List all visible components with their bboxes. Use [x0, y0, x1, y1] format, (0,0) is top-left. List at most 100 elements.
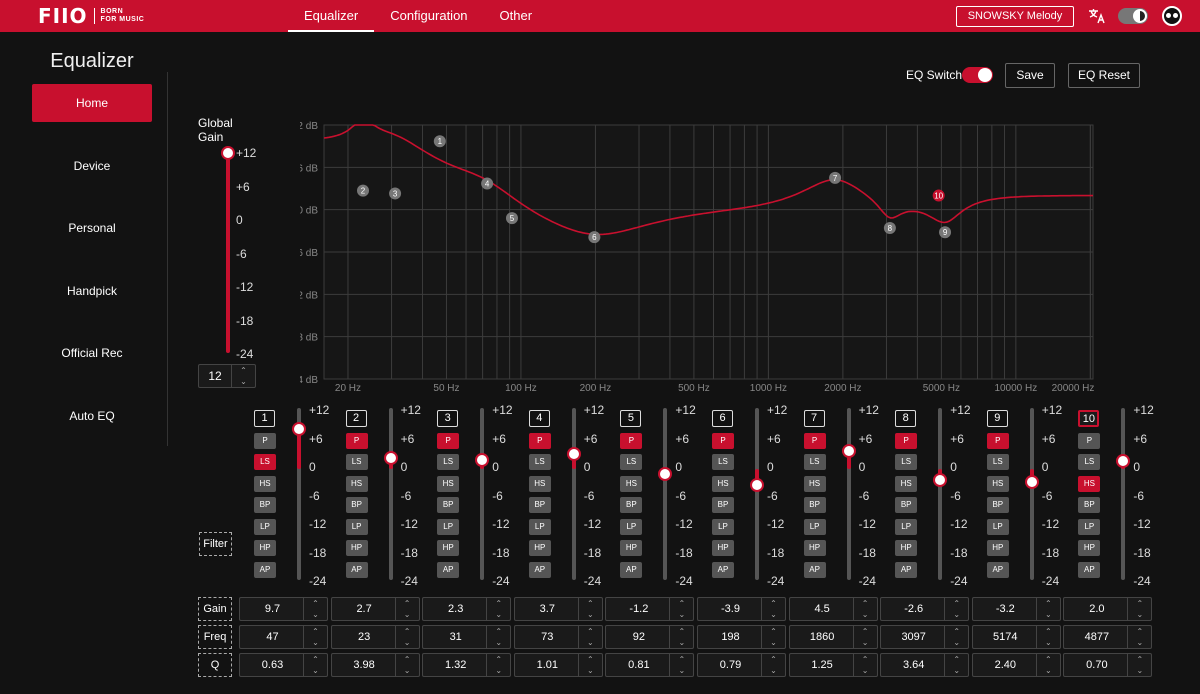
- chevron-down-icon[interactable]: ⌄: [953, 666, 961, 675]
- chevron-up-icon[interactable]: ⌃: [861, 627, 869, 636]
- sidebar-item-personal[interactable]: Personal: [68, 221, 116, 235]
- filter-type-hs-button[interactable]: HS: [803, 476, 826, 492]
- band-q-stepper[interactable]: 0.79 ⌃ ⌄: [697, 653, 786, 677]
- band-gain-slider-thumb[interactable]: [750, 478, 764, 493]
- band-gain-slider-thumb[interactable]: [1024, 475, 1039, 490]
- band-freq-value[interactable]: 23: [357, 631, 371, 643]
- global-gain-slider-track[interactable]: [226, 152, 230, 353]
- band-gain-stepper[interactable]: -2.6 ⌃ ⌄: [880, 597, 970, 621]
- filter-type-p-button[interactable]: P: [437, 433, 460, 449]
- filter-type-bp-button[interactable]: BP: [254, 497, 276, 513]
- band-point[interactable]: [389, 187, 402, 200]
- band-number-badge[interactable]: 1: [254, 410, 275, 427]
- filter-type-ls-button[interactable]: LS: [803, 454, 826, 470]
- chevron-up-icon[interactable]: ⌃: [586, 655, 594, 664]
- filter-type-hs-button[interactable]: HS: [712, 476, 734, 492]
- chevron-down-icon[interactable]: ⌄: [312, 666, 319, 675]
- band-gain-value[interactable]: -2.6: [904, 603, 924, 615]
- band-q-stepper[interactable]: 0.81 ⌃ ⌄: [605, 653, 695, 677]
- filter-type-ls-button[interactable]: LS: [345, 454, 368, 470]
- filter-type-bp-button[interactable]: BP: [803, 497, 826, 513]
- band-gain-slider-track[interactable]: [1029, 408, 1034, 580]
- filter-type-ap-button[interactable]: AP: [254, 562, 276, 578]
- band-gain-value[interactable]: 3.7: [539, 603, 555, 615]
- band-point[interactable]: [505, 212, 518, 225]
- band-number-badge[interactable]: 9: [986, 410, 1008, 427]
- chevron-down-icon[interactable]: ⌄: [1136, 638, 1144, 647]
- band-point[interactable]: [588, 231, 601, 244]
- band-gain-slider-thumb[interactable]: [566, 447, 581, 462]
- band-point[interactable]: [883, 222, 896, 235]
- band-freq-value[interactable]: 47: [266, 631, 279, 643]
- filter-type-ls-button[interactable]: LS: [895, 454, 918, 470]
- chevron-down-icon[interactable]: ⌄: [586, 666, 594, 675]
- filter-type-hp-button[interactable]: HP: [254, 540, 276, 556]
- filter-type-bp-button[interactable]: BP: [345, 497, 368, 513]
- chevron-up-icon[interactable]: ⌃: [1044, 599, 1052, 608]
- chevron-up-icon[interactable]: ⌃: [861, 599, 869, 608]
- chevron-up-icon[interactable]: ⌃: [770, 627, 777, 636]
- chevron-up-icon[interactable]: ⌃: [953, 599, 961, 608]
- tab-other[interactable]: Other: [499, 8, 533, 23]
- band-q-value[interactable]: 0.79: [719, 659, 742, 671]
- filter-type-p-button[interactable]: P: [895, 433, 918, 449]
- band-q-value[interactable]: 0.81: [628, 659, 650, 671]
- filter-type-lp-button[interactable]: LP: [1078, 519, 1101, 535]
- filter-type-hp-button[interactable]: HP: [1078, 540, 1101, 556]
- chevron-down-icon[interactable]: ⌄: [1136, 666, 1144, 675]
- filter-type-hs-button[interactable]: HS: [437, 476, 460, 492]
- chevron-up-icon[interactable]: ⌃: [312, 627, 319, 636]
- chevron-up-icon[interactable]: ⌃: [1136, 599, 1144, 608]
- band-freq-stepper[interactable]: 4877 ⌃ ⌄: [1063, 625, 1153, 649]
- band-q-value[interactable]: 1.32: [444, 659, 467, 671]
- chevron-up-icon[interactable]: ⌃: [678, 627, 686, 636]
- band-freq-value[interactable]: 3097: [901, 631, 926, 643]
- band-gain-slider-track[interactable]: [846, 408, 851, 580]
- band-freq-stepper[interactable]: 73 ⌃ ⌄: [513, 625, 603, 649]
- chevron-down-icon[interactable]: ⌄: [678, 638, 686, 647]
- filter-type-lp-button[interactable]: LP: [528, 519, 551, 535]
- band-freq-stepper[interactable]: 5174 ⌃ ⌄: [971, 625, 1061, 649]
- band-freq-value[interactable]: 1860: [809, 631, 835, 643]
- band-gain-slider-track[interactable]: [571, 408, 576, 580]
- chevron-down-icon[interactable]: ⌄: [953, 610, 961, 619]
- filter-type-bp-button[interactable]: BP: [620, 497, 643, 513]
- band-gain-value[interactable]: 2.7: [356, 603, 372, 615]
- chevron-down-icon[interactable]: ⌄: [770, 610, 777, 619]
- filter-type-hp-button[interactable]: HP: [712, 540, 734, 556]
- band-gain-value[interactable]: 4.5: [814, 603, 830, 615]
- band-number-badge[interactable]: 4: [528, 410, 550, 427]
- band-q-value[interactable]: 0.63: [261, 659, 284, 671]
- chevron-up-icon[interactable]: ⌃: [312, 655, 319, 664]
- filter-type-bp-button[interactable]: BP: [895, 497, 918, 513]
- band-q-stepper[interactable]: 0.70 ⌃ ⌄: [1063, 653, 1153, 677]
- chevron-down-icon[interactable]: ⌄: [678, 666, 686, 675]
- band-number-badge[interactable]: 8: [895, 410, 917, 427]
- tab-equalizer[interactable]: Equalizer: [288, 0, 375, 32]
- chevron-down-icon[interactable]: ⌄: [586, 638, 594, 647]
- chevron-down-icon[interactable]: ⌄: [1136, 610, 1144, 619]
- sidebar-item-handpick[interactable]: Handpick: [66, 283, 118, 298]
- filter-type-p-button[interactable]: P: [1078, 433, 1101, 449]
- sidebar-item-auto-eq[interactable]: Auto EQ: [69, 408, 115, 423]
- band-q-value[interactable]: 0.70: [1086, 659, 1108, 671]
- chevron-up-icon[interactable]: ⌃: [403, 599, 411, 608]
- band-freq-value[interactable]: 31: [449, 631, 462, 643]
- filter-type-hs-button[interactable]: HS: [1078, 476, 1101, 492]
- band-gain-value[interactable]: -1.2: [629, 603, 649, 615]
- filter-type-ap-button[interactable]: AP: [345, 562, 368, 578]
- chevron-up-icon[interactable]: ⌃: [770, 655, 777, 664]
- filter-type-p-button[interactable]: P: [986, 433, 1009, 449]
- filter-type-hp-button[interactable]: HP: [345, 540, 368, 556]
- filter-type-ap-button[interactable]: AP: [895, 562, 918, 578]
- chevron-down-icon[interactable]: ⌄: [495, 666, 503, 675]
- band-q-stepper[interactable]: 3.98 ⌃ ⌄: [330, 653, 420, 677]
- filter-type-bp-button[interactable]: BP: [437, 497, 460, 513]
- device-button[interactable]: SNOWSKY Melody: [956, 6, 1074, 27]
- chevron-up-icon[interactable]: ⌃: [403, 655, 411, 664]
- band-gain-stepper[interactable]: -3.2 ⌃ ⌄: [971, 597, 1061, 621]
- chevron-down-icon[interactable]: ⌄: [403, 638, 411, 647]
- chevron-up-icon[interactable]: ⌃: [403, 627, 411, 636]
- filter-type-ls-button[interactable]: LS: [528, 454, 551, 470]
- chevron-up-icon[interactable]: ⌃: [586, 627, 594, 636]
